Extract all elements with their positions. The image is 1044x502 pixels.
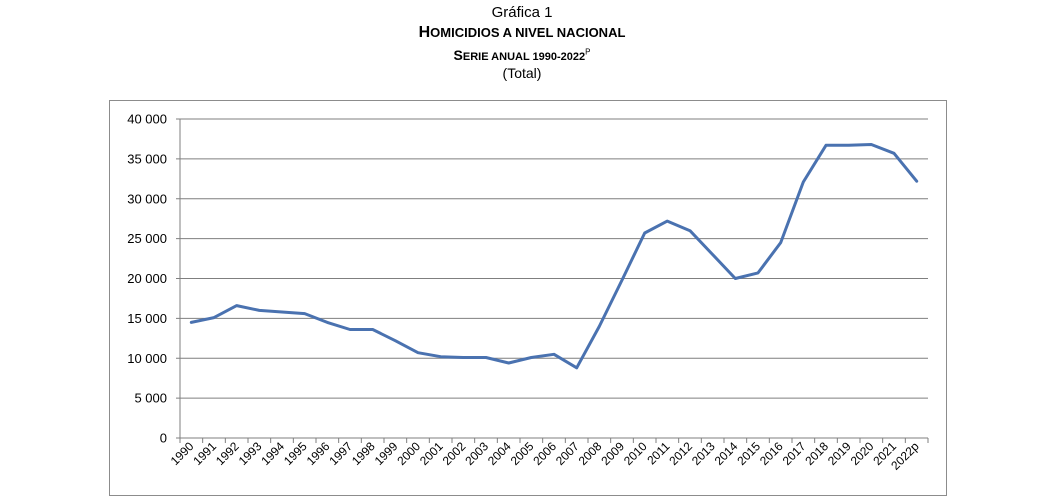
x-tick-label: 1990 xyxy=(168,439,197,468)
data-point xyxy=(643,231,646,235)
data-point xyxy=(348,328,352,331)
data-point xyxy=(575,366,578,370)
y-tick-label: 25 000 xyxy=(127,231,167,246)
x-tick-label: 2017 xyxy=(780,439,809,468)
data-point xyxy=(235,304,238,307)
y-tick-label: 0 xyxy=(160,431,167,446)
data-point xyxy=(439,355,442,358)
x-tick-label: 2015 xyxy=(734,439,763,468)
data-point xyxy=(484,356,488,359)
chart-subtitle: SERIE ANUAL 1990-2022P xyxy=(0,47,1044,63)
data-point xyxy=(779,241,782,244)
data-point xyxy=(212,316,216,319)
x-tick-label: 2002 xyxy=(440,439,469,468)
x-tick-label: 2004 xyxy=(485,439,514,468)
x-tick-label: 1999 xyxy=(372,439,401,468)
chart-title-initial: H xyxy=(418,24,431,41)
data-point xyxy=(892,152,896,155)
x-tick-label: 2008 xyxy=(576,439,605,468)
data-point xyxy=(507,361,510,365)
chart-subtitle-sup: P xyxy=(585,47,591,57)
data-point xyxy=(552,353,556,356)
y-tick-label: 10 000 xyxy=(127,351,167,366)
y-tick-label: 20 000 xyxy=(127,271,167,286)
x-tick-label: 2003 xyxy=(462,439,491,468)
y-tick-label: 30 000 xyxy=(127,191,167,206)
data-point xyxy=(598,325,601,328)
data-point xyxy=(394,339,397,342)
chart-subtitle-rest: ERIE ANUAL 1990-2022 xyxy=(462,51,586,63)
x-tick-label: 2020 xyxy=(848,439,877,468)
data-point xyxy=(734,277,737,280)
x-tick-label: 1991 xyxy=(190,439,219,468)
data-point xyxy=(711,253,714,256)
x-tick-label: 2018 xyxy=(802,439,831,468)
x-tick-label: 1996 xyxy=(304,439,333,468)
data-point xyxy=(666,219,669,223)
data-point xyxy=(371,328,374,331)
y-tick-label: 40 000 xyxy=(127,112,167,127)
y-tick-label: 5 000 xyxy=(134,391,167,406)
x-tick-label: 2019 xyxy=(825,439,854,468)
data-point xyxy=(824,144,828,147)
x-tick-label: 2016 xyxy=(757,439,786,468)
y-tick-label: 15 000 xyxy=(127,311,167,326)
data-point xyxy=(326,321,329,324)
x-tick-label: 1998 xyxy=(349,439,378,468)
data-point xyxy=(915,180,918,183)
data-point xyxy=(620,278,624,282)
x-tick-label: 1994 xyxy=(258,439,287,468)
chart-subtitle-initial: S xyxy=(453,47,463,63)
data-point xyxy=(462,356,465,359)
data-point xyxy=(258,309,261,312)
x-tick-label: 2014 xyxy=(712,439,741,468)
x-tick-label: 2000 xyxy=(394,439,423,468)
data-point xyxy=(530,356,533,359)
x-tick-label: 1992 xyxy=(213,439,242,468)
data-point xyxy=(756,271,760,275)
x-tick-label: 1997 xyxy=(326,439,355,468)
data-point xyxy=(280,310,284,314)
data-point xyxy=(847,144,850,147)
x-tick-label: 2006 xyxy=(530,439,559,468)
y-tick-label: 35 000 xyxy=(127,151,167,166)
data-point xyxy=(416,351,420,354)
data-point xyxy=(303,312,306,315)
data-point xyxy=(190,321,193,324)
x-tick-label: 2001 xyxy=(417,439,446,468)
data-point xyxy=(688,229,692,232)
x-tick-label: 2009 xyxy=(598,439,627,468)
x-tick-label: 2007 xyxy=(553,439,582,468)
series-line xyxy=(189,143,919,370)
chart-title-rest: OMICIDIOS A NIVEL NACIONAL xyxy=(430,25,626,40)
x-tick-label: 2005 xyxy=(508,439,537,468)
x-tick-label: 2012 xyxy=(666,439,695,468)
x-tick-label: 1995 xyxy=(281,439,310,468)
data-point xyxy=(870,143,873,146)
chart-frame xyxy=(109,100,947,496)
x-tick-label: 2011 xyxy=(644,439,672,467)
chart-title: HOMICIDIOS A NIVEL NACIONAL xyxy=(0,24,1044,42)
x-tick-label: 2013 xyxy=(689,439,718,468)
data-point xyxy=(802,180,805,184)
figure-label: Gráfica 1 xyxy=(491,4,553,21)
x-tick-label: 1993 xyxy=(236,439,265,468)
x-tick-label: 2010 xyxy=(621,439,650,468)
chart-unit: (Total) xyxy=(502,65,542,81)
